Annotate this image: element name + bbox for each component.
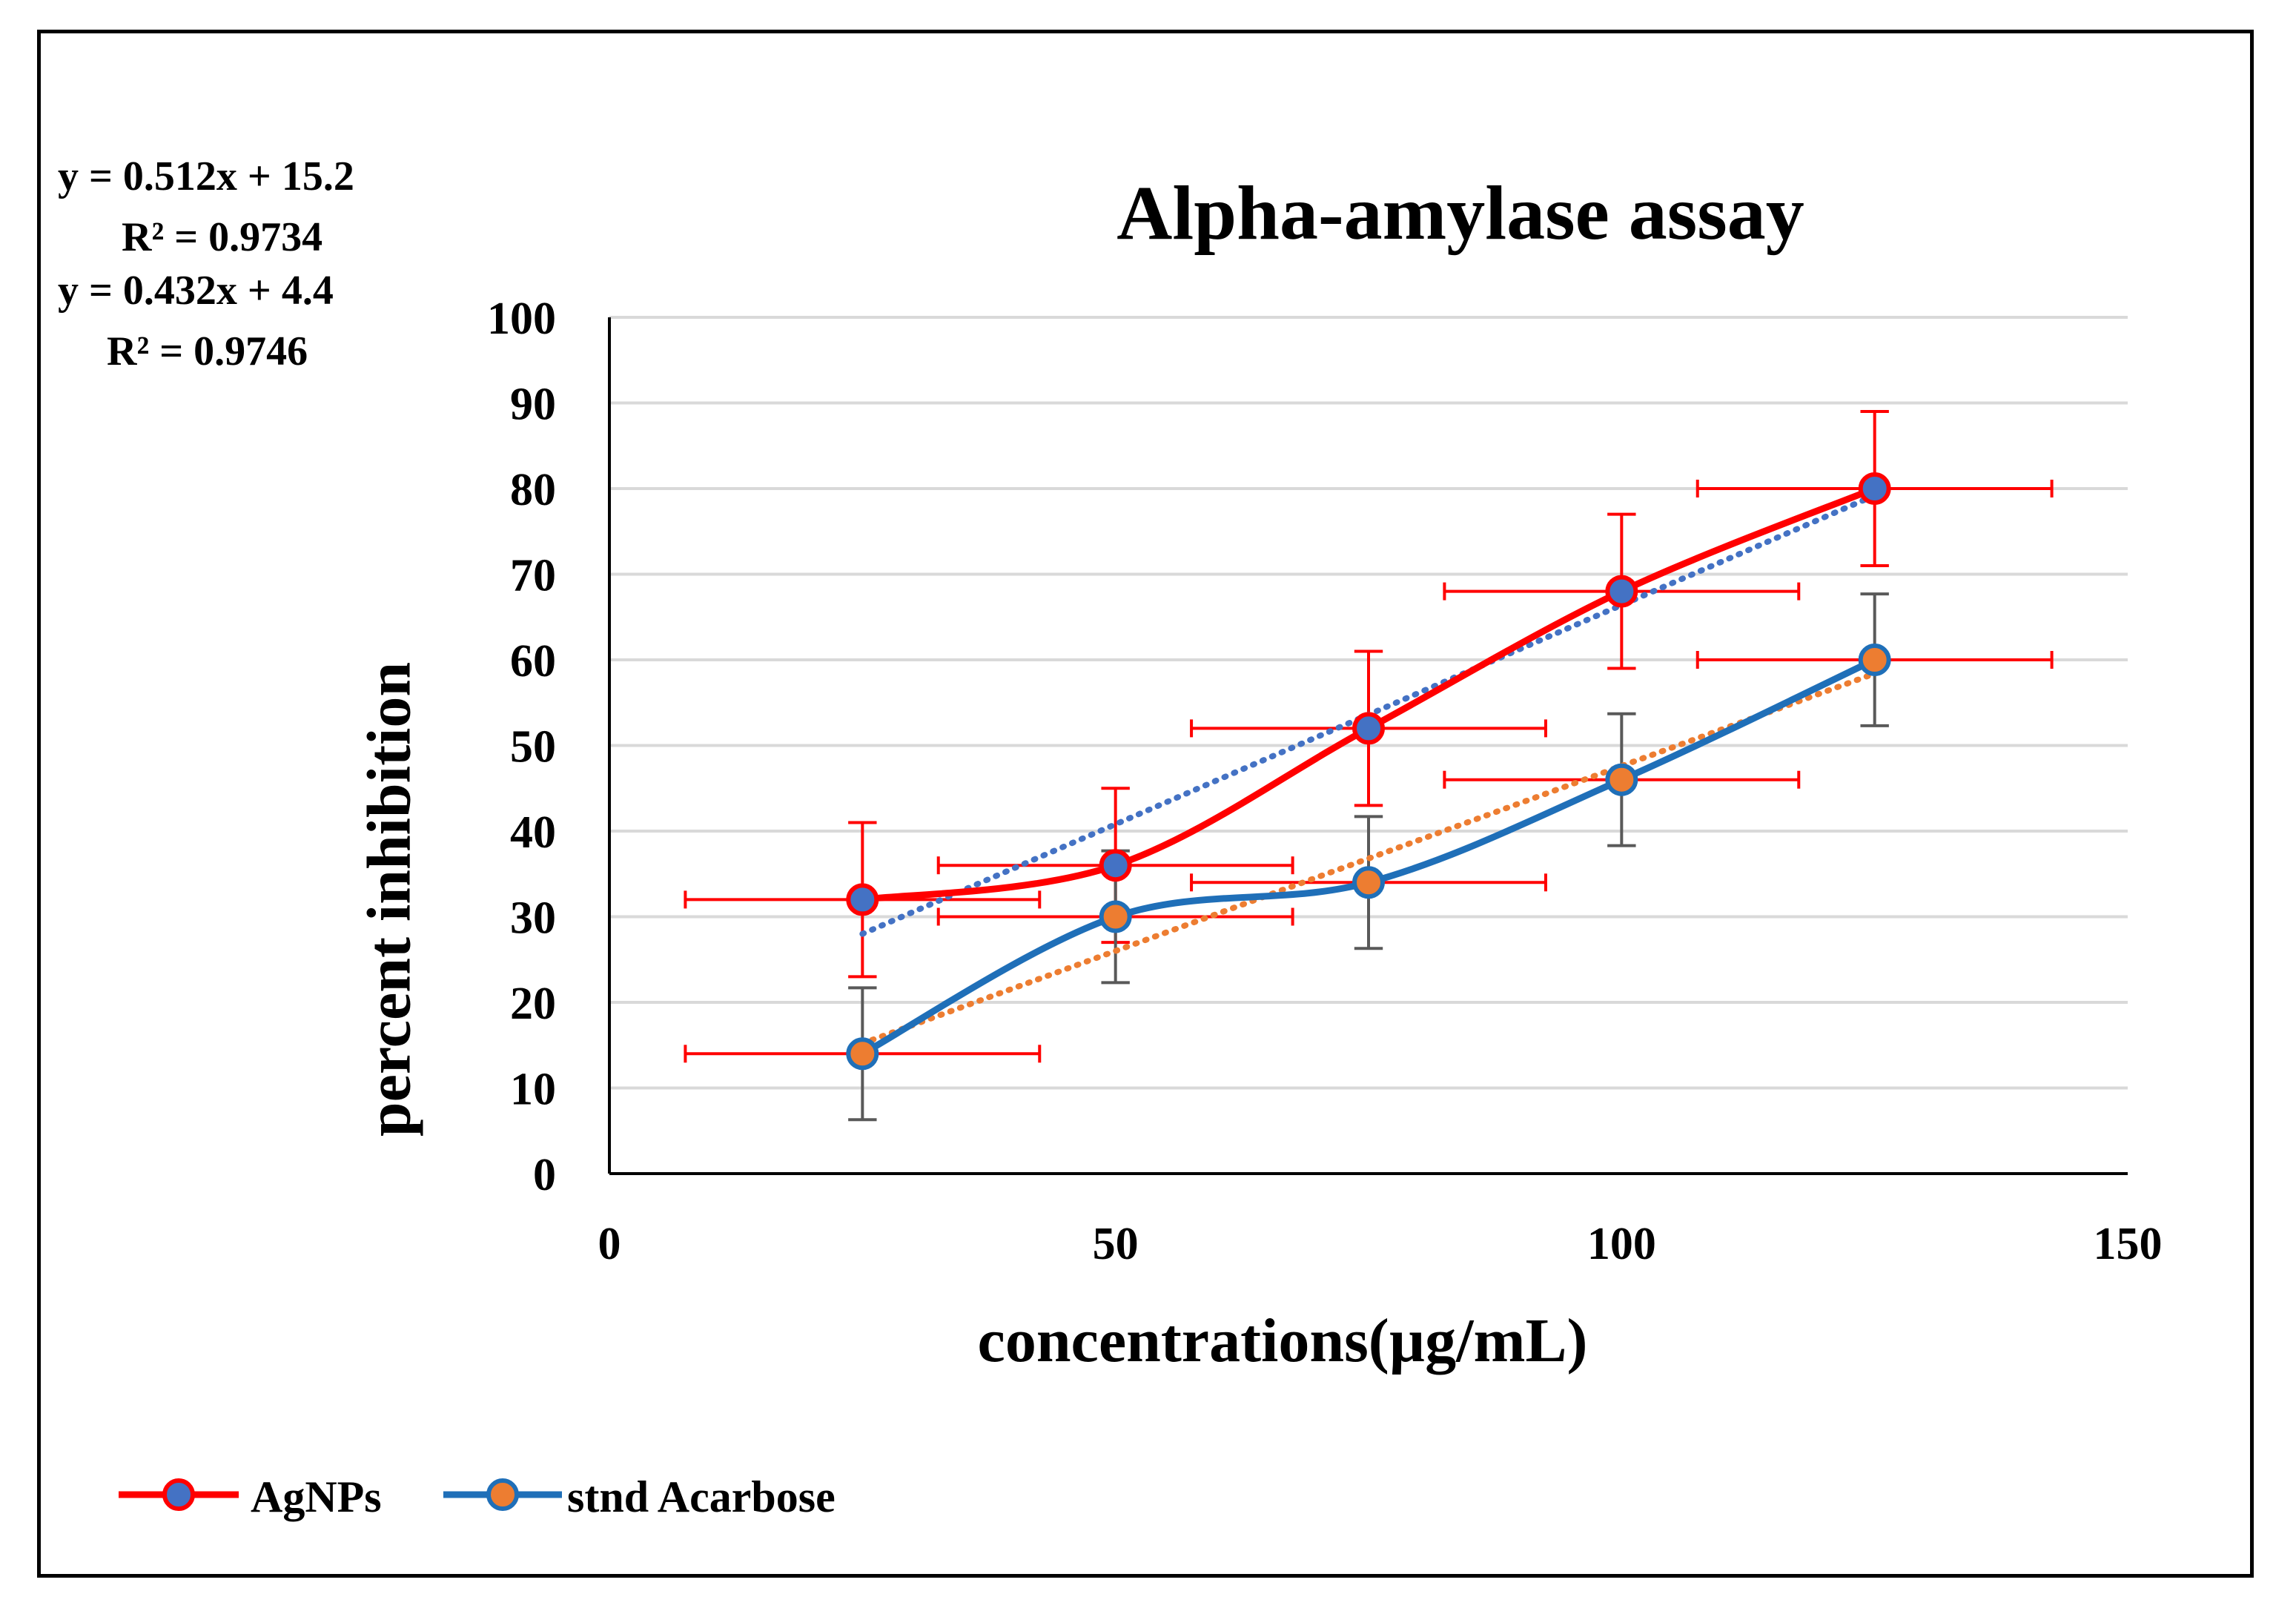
- y-tick-label: 80: [510, 465, 556, 515]
- legend-label-acarbose: stnd Acarbose: [567, 1472, 836, 1521]
- x-tick-label: 0: [598, 1219, 621, 1269]
- chart-title: Alpha-amylase assay: [1116, 171, 1804, 256]
- chart-frame: [37, 30, 2254, 1578]
- data-point-agnps: [1858, 472, 1891, 505]
- trendline-equation-agnps: y = 0.512x + 15.2: [58, 153, 354, 199]
- y-tick-label: 60: [510, 636, 556, 687]
- y-tick-label: 50: [510, 722, 556, 773]
- y-axis-label: percent inhibition: [354, 661, 424, 1137]
- x-tick-label: 150: [2094, 1219, 2163, 1269]
- trendline-acarbose: [859, 670, 1878, 1047]
- x-tick-label: 100: [1587, 1219, 1656, 1269]
- data-point-acarbose: [1858, 644, 1891, 676]
- legend-marker-agnps: [162, 1478, 195, 1511]
- y-tick-label: 100: [487, 294, 556, 344]
- x-axis-label: concentrations(µg/mL): [977, 1306, 1588, 1375]
- y-tick-label: 30: [510, 893, 556, 944]
- x-tick-label: 50: [1093, 1219, 1139, 1269]
- y-tick-label: 0: [533, 1150, 556, 1200]
- data-point-acarbose: [1352, 866, 1385, 899]
- trendline-r2-agnps: R² = 0.9734: [122, 214, 323, 260]
- data-point-agnps: [846, 883, 879, 916]
- data-point-acarbose: [846, 1037, 879, 1071]
- y-tick-label: 40: [510, 807, 556, 858]
- data-point-acarbose: [1605, 763, 1638, 796]
- trendline-equation-acarbose: y = 0.432x + 4.4: [58, 268, 334, 314]
- data-point-agnps: [1099, 849, 1132, 882]
- y-tick-label: 90: [510, 380, 556, 430]
- legend-marker-acarbose: [486, 1478, 519, 1511]
- y-tick-label: 70: [510, 551, 556, 601]
- data-point-agnps: [1605, 575, 1638, 608]
- data-point-agnps: [1352, 712, 1385, 745]
- data-point-acarbose: [1099, 900, 1132, 933]
- trendline-r2-acarbose: R² = 0.9746: [107, 328, 308, 374]
- legend-label-agnps: AgNPs: [251, 1472, 382, 1521]
- y-tick-label: 10: [510, 1065, 556, 1115]
- y-tick-label: 20: [510, 979, 556, 1029]
